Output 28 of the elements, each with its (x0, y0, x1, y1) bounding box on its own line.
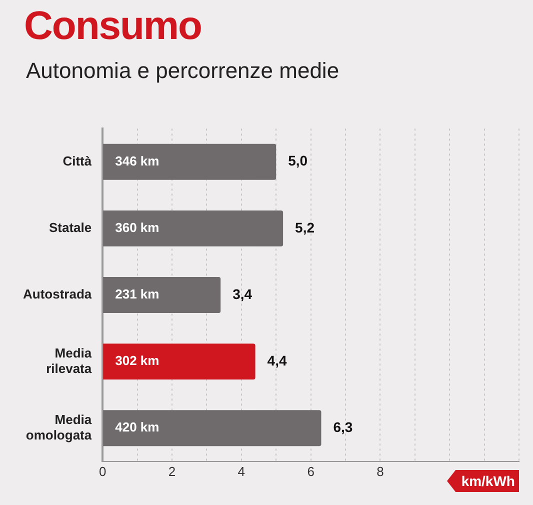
data-label: 5,0 (288, 152, 308, 169)
bar (103, 144, 276, 180)
annotation: 302 km (115, 353, 160, 368)
x-tick-label: 6 (307, 464, 314, 479)
y-tick-label: Media omologata (26, 412, 92, 442)
bar (103, 210, 284, 246)
x-tick-label: 8 (376, 464, 384, 479)
x-tick-label: 4 (238, 464, 246, 479)
data-label: 3,4 (232, 286, 252, 302)
y-tick-label: Statale (48, 220, 92, 236)
annotation: 420 km (115, 420, 160, 435)
chart-subtitle: Autonomia e percorrenze medie (26, 58, 340, 84)
bar (103, 277, 221, 313)
annotation: 231 km (115, 286, 160, 302)
chart-title: Consumo (24, 4, 202, 49)
y-tick-label: Città (62, 153, 92, 168)
y-tick-label: Autostrada (22, 286, 92, 302)
x-tick-label: 2 (168, 464, 176, 479)
data-label: 6,3 (333, 418, 353, 435)
x-axis-title: km/kWh (447, 470, 519, 492)
data-label: 5,2 (295, 219, 315, 236)
y-tick-label: Media rilevata (46, 345, 92, 376)
x-tick-label: 0 (99, 464, 106, 479)
data-label: 4,4 (267, 352, 287, 368)
annotation: 360 km (115, 220, 160, 236)
bar (103, 410, 322, 446)
bar (103, 344, 256, 380)
annotation: 346 km (115, 153, 160, 168)
